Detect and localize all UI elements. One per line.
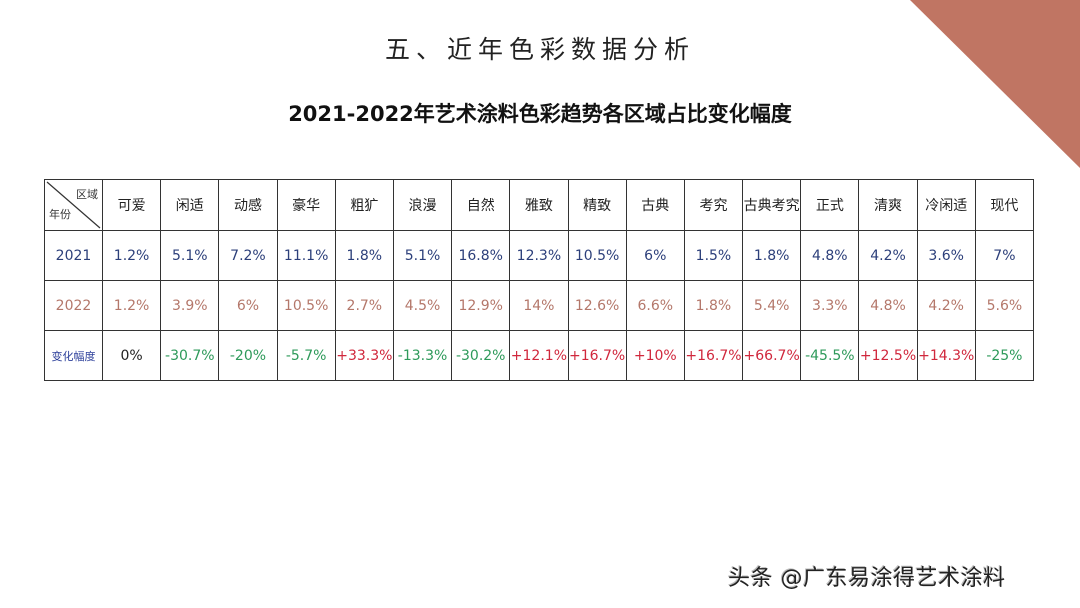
brand-logo-cn: 易涂得 bbox=[1008, 137, 1040, 172]
column-header: 豪华 bbox=[276, 179, 336, 231]
diagonal-line bbox=[46, 181, 101, 229]
table-cell: +16.7% bbox=[567, 330, 627, 381]
watermark-footer: 头条 @广东易涂得艺术涂料 bbox=[728, 566, 1006, 591]
color-trend-table: 区域 年份 可爱 闲适 动感 豪华 粗犷 浪漫 自然 雅致 精致 古典 考究 古典考究 正式 清爽 冷闲适现… bbox=[44, 179, 1035, 381]
table-cell: 4.8% bbox=[800, 230, 860, 281]
section-heading: 五、近年色彩数据分析 bbox=[384, 35, 695, 64]
row-2021: 2021 1.2% 5.1% 7.2% 11.1% 1.8% 5.1% 16.8% 12.3%… bbox=[44, 230, 1035, 281]
table-cell: 5.1% bbox=[160, 230, 220, 281]
row-change: 变化幅度 0% -30.7% -20% -5.7% +33.3% -13.3% -30.2%… bbox=[44, 330, 1035, 381]
table-cell: 5.4% bbox=[742, 280, 802, 331]
table-cell: 6.6% bbox=[625, 280, 685, 331]
table-cell: 2.7% bbox=[334, 280, 394, 331]
row-2022: 2022 1.2% 3.9% 6% 10.5% 2.7% 4.5% 12.9% 14% 12.6… bbox=[44, 280, 1035, 331]
column-header: 考究 bbox=[683, 179, 744, 231]
region-axis-label: 区域 bbox=[76, 188, 98, 201]
table-cell: 11.1% bbox=[276, 230, 336, 281]
row-label: 2022 bbox=[44, 280, 103, 331]
table-cell: +33.3% bbox=[334, 330, 394, 381]
table-cell: +10% bbox=[625, 330, 685, 381]
table-cell: -5.7% bbox=[276, 330, 336, 381]
column-header: 现代 bbox=[974, 179, 1035, 231]
table-cell: 16.8% bbox=[451, 230, 511, 281]
table-cell: -30.7% bbox=[160, 330, 220, 381]
row-label: 变化幅度 bbox=[44, 330, 103, 381]
row-label: 2021 bbox=[44, 230, 103, 281]
column-header: 闲适 bbox=[160, 179, 220, 231]
column-header: 正式 bbox=[800, 179, 860, 231]
column-header: 雅致 bbox=[509, 179, 569, 231]
table-cell: 3.6% bbox=[916, 230, 976, 281]
table-cell: 6% bbox=[625, 230, 685, 281]
column-header: 清爽 bbox=[858, 179, 918, 231]
year-axis-label: 年份 bbox=[49, 208, 71, 221]
table-cell: 7.2% bbox=[218, 230, 278, 281]
table-cell: 0% bbox=[101, 330, 162, 381]
table-cell: -30.2% bbox=[451, 330, 511, 381]
table-cell: -25% bbox=[974, 330, 1035, 381]
table-cell: -20% bbox=[218, 330, 278, 381]
table-cell: -13.3% bbox=[392, 330, 453, 381]
table-cell: 12.9% bbox=[451, 280, 511, 331]
table-cell: 1.5% bbox=[683, 230, 744, 281]
table-cell: 12.6% bbox=[567, 280, 627, 331]
table-cell: +12.1% bbox=[509, 330, 569, 381]
column-header: 自然 bbox=[451, 179, 511, 231]
table-cell: 10.5% bbox=[567, 230, 627, 281]
column-header: 动感 bbox=[218, 179, 278, 231]
table-cell: 3.3% bbox=[800, 280, 860, 331]
table-cell: -45.5% bbox=[800, 330, 860, 381]
table-cell: +66.7% bbox=[742, 330, 802, 381]
table-cell: 7% bbox=[974, 230, 1035, 281]
table-cell: 4.2% bbox=[916, 280, 976, 331]
table-cell: +16.7% bbox=[683, 330, 744, 381]
table-cell: 1.8% bbox=[742, 230, 802, 281]
table-cell: 6% bbox=[218, 280, 278, 331]
table-cell: +14.3% bbox=[916, 330, 976, 381]
column-header: 古典考究 bbox=[742, 179, 802, 231]
table-cell: 10.5% bbox=[276, 280, 336, 331]
table-cell: 14% bbox=[509, 280, 569, 331]
table-cell: 4.8% bbox=[858, 280, 918, 331]
table-cell: 3.9% bbox=[160, 280, 220, 331]
corner-header-cell: 区域 年份 bbox=[44, 179, 103, 231]
column-header: 粗犷 bbox=[334, 179, 394, 231]
column-header: 浪漫 bbox=[392, 179, 453, 231]
column-header: 可爱 bbox=[101, 179, 162, 231]
table-title: 2021-2022年艺术涂料色彩趋势各区域占比变化幅度 bbox=[288, 102, 792, 126]
header-row: 区域 年份 可爱 闲适 动感 豪华 粗犷 浪漫 自然 雅致 精致 古典 考究 古典考究 正式 清爽 冷闲适现… bbox=[44, 179, 1035, 231]
table-cell: 1.2% bbox=[101, 230, 162, 281]
table-cell: 1.2% bbox=[101, 280, 162, 331]
table-cell: 4.2% bbox=[858, 230, 918, 281]
column-header: 精致 bbox=[567, 179, 627, 231]
table-cell: +12.5% bbox=[858, 330, 918, 381]
table-cell: 1.8% bbox=[683, 280, 744, 331]
column-header: 冷闲适 bbox=[916, 179, 976, 231]
column-header: 古典 bbox=[625, 179, 685, 231]
table-cell: 12.3% bbox=[509, 230, 569, 281]
table-cell: 4.5% bbox=[392, 280, 453, 331]
table-cell: 5.1% bbox=[392, 230, 453, 281]
table-cell: 5.6% bbox=[974, 280, 1035, 331]
table-cell: 1.8% bbox=[334, 230, 394, 281]
